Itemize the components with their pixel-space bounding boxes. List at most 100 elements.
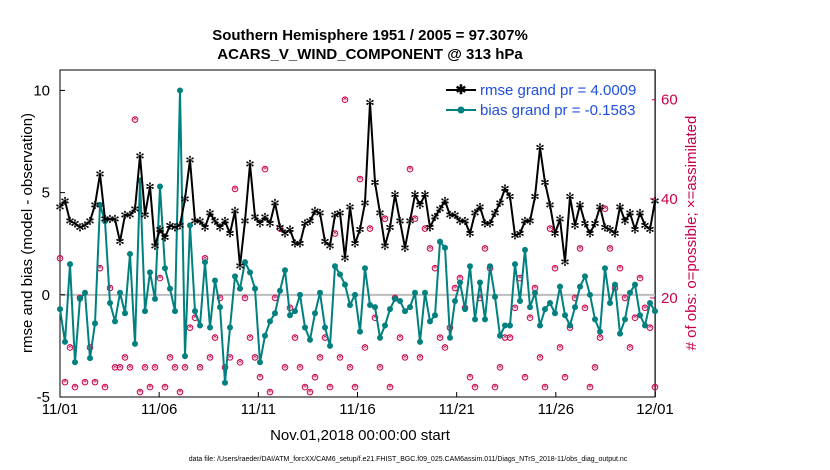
rmse-point: ✻ [400, 242, 409, 255]
bias-point [92, 320, 98, 327]
bias-point [512, 261, 518, 268]
bias-point [402, 308, 408, 315]
rmse-point: ✻ [300, 217, 309, 230]
bias-point [567, 322, 573, 329]
bias-point [187, 222, 193, 229]
rmse-point: ✻ [450, 209, 459, 222]
obs-assimilated-point: * [338, 354, 343, 364]
obs-assimilated-point: * [493, 384, 498, 394]
obs-possible-point [306, 388, 314, 396]
obs-possible-point [346, 363, 354, 371]
bias-point [617, 330, 623, 337]
obs-assimilated-point: * [588, 384, 593, 394]
rmse-point: ✻ [580, 217, 589, 230]
bias-point [142, 308, 148, 315]
rmse-point: ✻ [270, 197, 279, 210]
rmse-point: ✻ [470, 207, 479, 220]
rmse-point: ✻ [500, 183, 509, 196]
bias-point [242, 259, 248, 266]
rmse-point: ✻ [445, 209, 454, 222]
rmse-point: ✻ [615, 201, 624, 214]
obs-possible-point [301, 383, 309, 391]
rmse-point: ✻ [420, 189, 429, 202]
bias-point [322, 324, 328, 331]
rmse-point: ✻ [290, 238, 299, 251]
obs-assimilated-point: * [618, 265, 623, 275]
rmse-point: ✻ [425, 221, 434, 234]
obs-assimilated-point: * [603, 205, 608, 215]
obs-assimilated-point: * [153, 364, 158, 374]
rmse-point: ✻ [525, 215, 534, 228]
bias-point [412, 289, 418, 296]
x-tick-label: 11/21 [438, 401, 474, 418]
rmse-point: ✻ [465, 228, 474, 241]
rmse-point: ✻ [490, 207, 499, 220]
rmse-point: ✻ [340, 252, 349, 265]
obs-assimilated-point: * [73, 384, 78, 394]
obs-possible-point [126, 363, 134, 371]
obs-possible-point [56, 254, 64, 262]
bias-point [162, 265, 168, 272]
obs-assimilated-point: * [143, 364, 148, 374]
rmse-point: ✻ [85, 215, 94, 228]
obs-assimilated-point: * [218, 294, 223, 304]
obs-possible-point [606, 245, 614, 252]
obs-possible-point [576, 245, 584, 252]
obs-assimilated-point: * [258, 374, 263, 384]
bias-point [342, 281, 348, 288]
rmse-point: ✻ [650, 195, 659, 208]
bias-point [632, 281, 638, 288]
obs-assimilated-point: * [478, 294, 483, 304]
rmse-point: ✻ [590, 217, 599, 230]
rmse-point: ✻ [605, 223, 614, 236]
obs-possible-point [241, 294, 249, 302]
rmse-point: ✻ [70, 217, 79, 230]
obs-possible-point [151, 363, 159, 371]
bias-point [347, 302, 353, 309]
rmse-point: ✻ [455, 215, 464, 228]
obs-assimilated-point: * [133, 116, 138, 126]
bias-point [547, 299, 553, 306]
bias-point [612, 281, 618, 288]
obs-assimilated-point: * [583, 304, 588, 314]
rmse-point: ✻ [620, 215, 629, 228]
obs-possible-point [316, 354, 324, 361]
rmse-point: ✻ [55, 201, 64, 214]
bias-point [542, 306, 548, 313]
bias-point [182, 353, 188, 360]
bias-point [537, 322, 543, 329]
rmse-point: ✻ [390, 189, 399, 202]
rmse-point: ✻ [375, 207, 384, 220]
bias-point [302, 324, 308, 331]
bias-point [382, 322, 388, 329]
rmse-point: ✻ [335, 207, 344, 220]
bias-point [317, 289, 323, 296]
rmse-point: ✻ [60, 195, 69, 208]
obs-possible-point [256, 373, 264, 381]
rmse-point: ✻ [475, 201, 484, 214]
obs-assimilated-point: * [608, 245, 613, 255]
rmse-point: ✻ [145, 180, 154, 193]
obs-assimilated-point: * [268, 389, 273, 399]
rmse-point: ✻ [510, 230, 519, 243]
obs-possible-point [616, 264, 624, 272]
obs-assimilated-point: * [573, 294, 578, 304]
obs-assimilated-point: * [68, 344, 73, 354]
obs-possible-point [231, 185, 239, 193]
bias-point [367, 302, 373, 309]
obs-assimilated-point: * [438, 334, 443, 344]
y-left-tick-label: 5 [42, 185, 50, 202]
bias-point [232, 273, 238, 280]
rmse-point: ✻ [575, 199, 584, 212]
rmse-point: ✻ [285, 223, 294, 236]
bias-point [527, 304, 533, 311]
obs-assimilated-point: * [303, 384, 308, 394]
bias-point [462, 306, 468, 313]
obs-possible-point [341, 96, 349, 104]
obs-assimilated-point: * [208, 354, 213, 364]
bias-point [642, 322, 648, 329]
rmse-point: ✻ [630, 223, 639, 236]
rmse-point: ✻ [645, 223, 654, 236]
obs-assimilated-point: * [163, 384, 168, 394]
